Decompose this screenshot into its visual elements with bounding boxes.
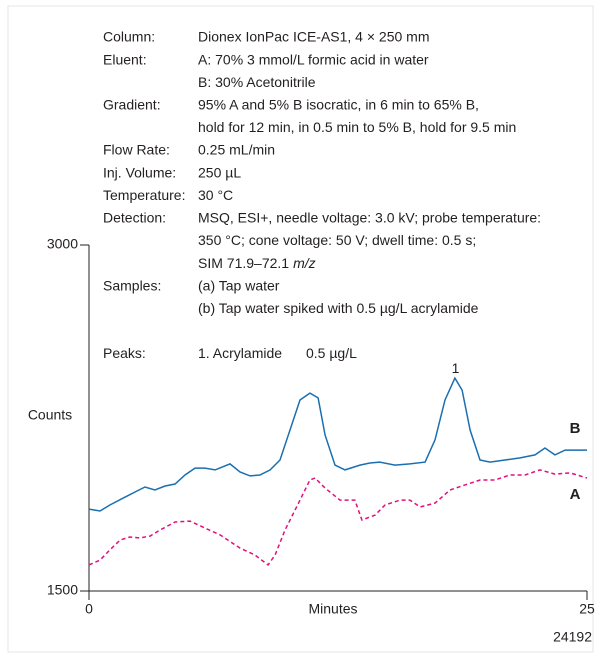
x-axis-label: Minutes xyxy=(308,601,357,617)
condition-label: Samples: xyxy=(103,277,161,293)
x-tick-label: 25 xyxy=(579,601,595,617)
condition-label: Eluent: xyxy=(103,51,147,67)
condition-value: hold for 12 min, in 0.5 min to 5% B, hol… xyxy=(198,119,516,135)
condition-text: SIM 71.9–72.1 xyxy=(198,255,289,271)
condition-value: (b) Tap water spiked with 0.5 µg/L acryl… xyxy=(198,300,479,316)
peak-name: 1. Acrylamide xyxy=(198,345,282,361)
y-tick-label: 1500 xyxy=(47,582,78,598)
unit: m/z xyxy=(293,255,316,271)
series-label: B xyxy=(570,420,581,437)
series-line xyxy=(88,376,587,512)
condition-value: 250 µL xyxy=(198,164,241,180)
condition-value: 0.25 mL/min xyxy=(198,142,275,158)
frame xyxy=(7,5,594,653)
condition-value: (a) Tap water xyxy=(198,277,280,293)
y-axis-label: Counts xyxy=(28,407,72,423)
condition-label: Column: xyxy=(103,29,155,45)
condition-label: Gradient: xyxy=(103,97,161,113)
condition-value: SIM 71.9–72.1 m/z xyxy=(198,255,316,271)
peak-amount: 0.5 µg/L xyxy=(306,345,357,361)
figure-number: 24192 xyxy=(553,629,592,645)
series-label: A xyxy=(570,486,581,503)
condition-value: MSQ, ESI+, needle voltage: 3.0 kV; probe… xyxy=(198,210,541,226)
series-line xyxy=(88,469,588,566)
condition-value: Dionex IonPac ICE-AS1, 4 × 250 mm xyxy=(198,29,430,45)
peaks-label: Peaks: xyxy=(103,345,146,361)
condition-value: 95% A and 5% B isocratic, in 6 min to 65… xyxy=(198,97,479,113)
condition-label: Flow Rate: xyxy=(103,142,170,158)
condition-label: Temperature: xyxy=(103,187,185,203)
condition-label: Detection: xyxy=(103,210,166,226)
x-tick-label: 0 xyxy=(85,601,93,617)
y-tick-label: 3000 xyxy=(47,236,78,252)
condition-value: 30 °C xyxy=(198,187,233,203)
condition-value: A: 70% 3 mmol/L formic acid in water xyxy=(198,51,429,67)
condition-value: B: 30% Acetonitrile xyxy=(198,74,316,90)
condition-value: 350 °C; cone voltage: 50 V; dwell time: … xyxy=(198,232,476,248)
condition-label: Inj. Volume: xyxy=(103,164,176,180)
peak-label: 1 xyxy=(452,360,460,376)
